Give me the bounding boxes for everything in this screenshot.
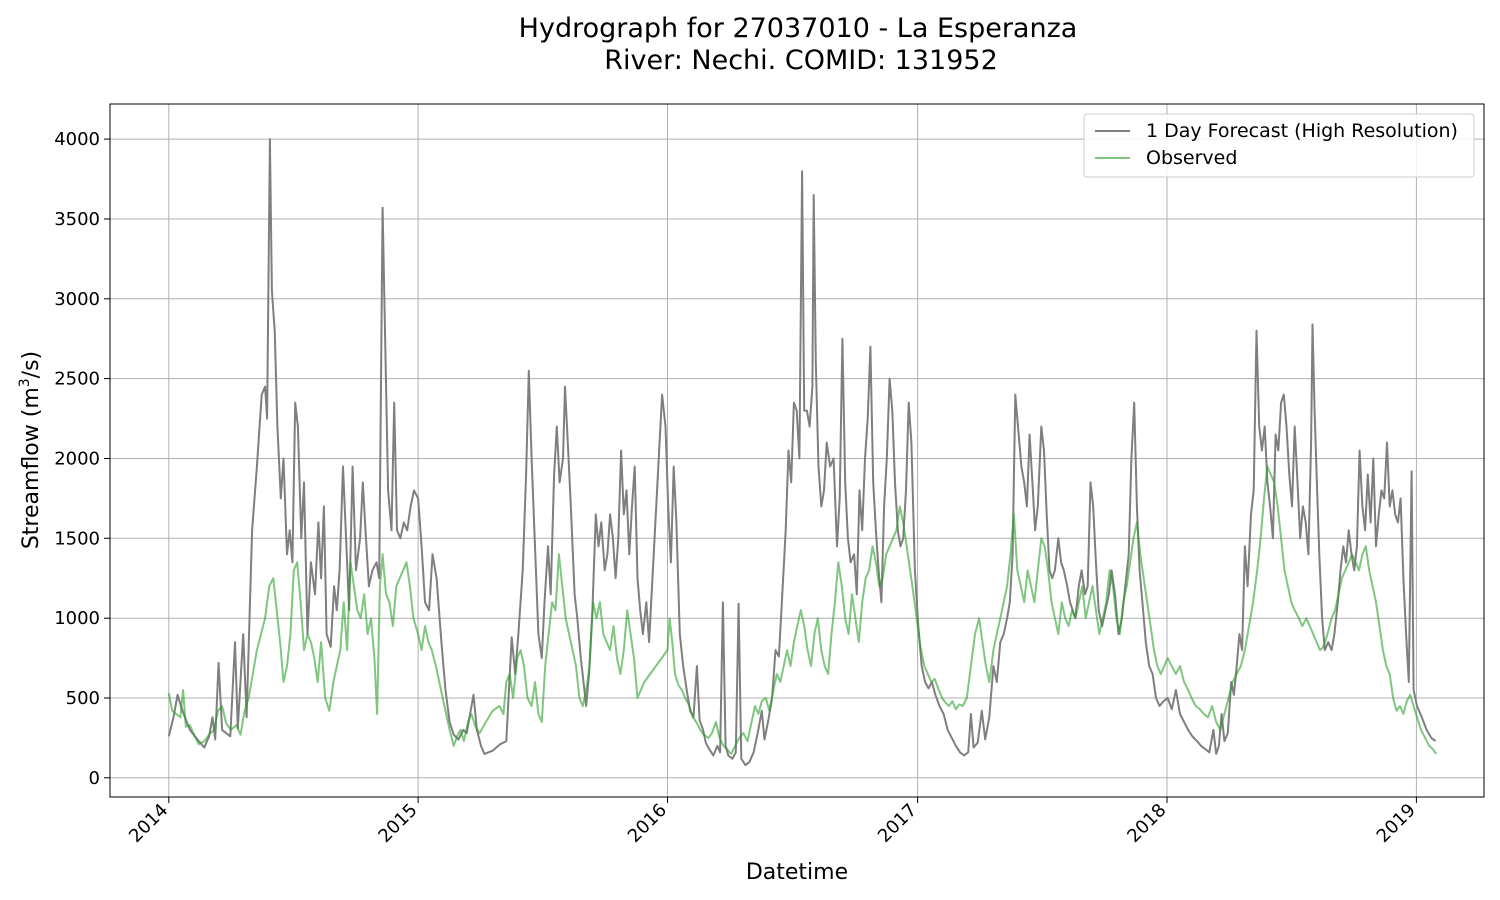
- y-tick-label: 2500: [54, 369, 100, 390]
- y-tick-label: 500: [66, 688, 100, 709]
- legend: 1 Day Forecast (High Resolution) Observe…: [1083, 113, 1475, 178]
- y-tick-label: 0: [89, 768, 100, 789]
- legend-label-forecast: 1 Day Forecast (High Resolution): [1146, 120, 1458, 142]
- x-tick-label: 2016: [624, 800, 671, 847]
- x-tick-label: 2014: [125, 800, 172, 847]
- y-tick-label: 4000: [54, 129, 100, 150]
- x-tick-label: 2015: [374, 800, 421, 847]
- x-tick-label: 2019: [1373, 800, 1420, 847]
- forecast-line: [167, 138, 1437, 767]
- y-tick-label: 2000: [54, 449, 100, 470]
- y-tick-label: 3000: [54, 289, 100, 310]
- y-axis-label-superscript: 3: [17, 378, 33, 387]
- gridlines: [110, 104, 1484, 797]
- y-axis-label: Streamflow (m3/s): [17, 351, 44, 549]
- x-axis-label: Datetime: [746, 860, 848, 885]
- chart-title: Hydrograph for 27037010 - La Esperanza: [519, 13, 1078, 44]
- observed-line: [167, 465, 1438, 755]
- legend-label-observed: Observed: [1146, 147, 1237, 169]
- y-tick-label: 1000: [54, 608, 100, 629]
- series-lines: [167, 138, 1438, 767]
- y-tick-label: 1500: [54, 528, 100, 549]
- y-axis-ticks: 0 500 1000 1500 2000 2500 3000 3500 4000: [54, 129, 110, 789]
- x-axis-ticks: 2014 2015 2016 2017 2018 2019: [125, 797, 1420, 847]
- x-tick-label: 2018: [1123, 800, 1170, 847]
- x-tick-label: 2017: [874, 800, 921, 847]
- y-axis-label-main: Streamflow (m: [19, 387, 44, 549]
- legend-box: [1083, 113, 1475, 178]
- plot-frame: [109, 103, 1485, 798]
- y-tick-label: 3500: [54, 209, 100, 230]
- chart-subtitle: River: Nechi. COMID: 131952: [604, 45, 998, 76]
- y-axis-label-end: /s): [19, 351, 44, 378]
